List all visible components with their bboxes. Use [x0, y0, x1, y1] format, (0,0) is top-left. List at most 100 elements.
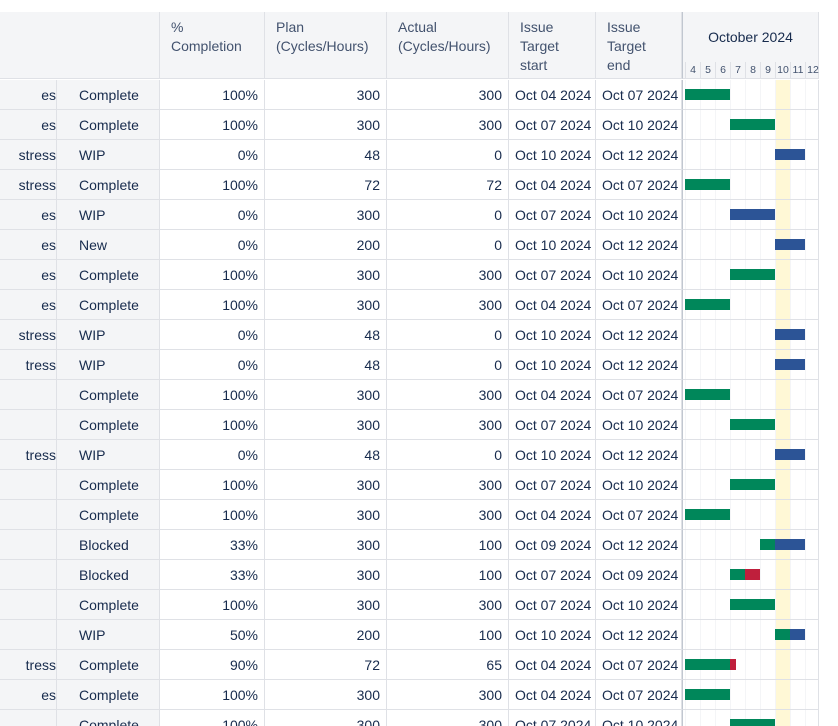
- table-row[interactable]: es Complete 100% 300 300 Oct 04 2024 Oct 07 20…: [0, 80, 819, 110]
- completion-cell: 33%: [160, 530, 265, 560]
- table-row[interactable]: WIP 50% 200 100 Oct 10 2024 Oct 12 2024: [0, 620, 819, 650]
- completion-cell: 0%: [160, 440, 265, 470]
- table-row[interactable]: Complete 100% 300 300 Oct 04 2024 Oct 07 2024: [0, 500, 819, 530]
- plan-cell: 300: [265, 200, 387, 230]
- target-end-cell: Oct 07 2024: [596, 500, 682, 530]
- table-row[interactable]: Complete 100% 300 300 Oct 07 2024 Oct 10 2024: [0, 710, 819, 726]
- table-row[interactable]: Blocked 33% 300 100 Oct 07 2024 Oct 09 2024: [0, 560, 819, 590]
- day-column: [715, 440, 730, 469]
- completion-cell: 100%: [160, 680, 265, 710]
- actual-cell: 65: [387, 650, 509, 680]
- table-row[interactable]: es WIP 0% 300 0 Oct 07 2024 Oct 10 2024: [0, 200, 819, 230]
- day-column: [685, 440, 700, 469]
- today-column: [775, 410, 790, 439]
- table-row[interactable]: stress WIP 0% 48 0 Oct 10 2024 Oct 12 2024: [0, 140, 819, 170]
- plan-cell: 300: [265, 110, 387, 140]
- day-column: [790, 80, 805, 109]
- header-plan[interactable]: Plan (Cycles/Hours): [265, 12, 387, 79]
- table-row[interactable]: stress WIP 0% 48 0 Oct 10 2024 Oct 12 2024: [0, 320, 819, 350]
- day-column: [715, 530, 730, 559]
- issue-name-cell: stress: [0, 320, 57, 350]
- day-column: [715, 230, 730, 259]
- table-row[interactable]: es Complete 100% 300 300 Oct 07 2024 Oct 10 20…: [0, 260, 819, 290]
- target-end-cell: Oct 07 2024: [596, 170, 682, 200]
- header-actual[interactable]: Actual (Cycles/Hours): [387, 12, 509, 79]
- day-column: [805, 80, 818, 109]
- gantt-cell: [682, 380, 819, 410]
- table-row[interactable]: Blocked 33% 300 100 Oct 09 2024 Oct 12 2024: [0, 530, 819, 560]
- day-column: [685, 140, 700, 169]
- status-cell: WIP: [57, 350, 160, 380]
- actual-cell: 300: [387, 80, 509, 110]
- day-column: [715, 620, 730, 649]
- status-cell: Complete: [57, 110, 160, 140]
- table-row[interactable]: tress Complete 90% 72 65 Oct 04 2024 Oct 07 20…: [0, 650, 819, 680]
- status-cell: WIP: [57, 440, 160, 470]
- day-column: [715, 200, 730, 229]
- table-row[interactable]: es Complete 100% 300 300 Oct 07 2024 Oct 10 20…: [0, 110, 819, 140]
- header-target-start-label: Issue Target start: [520, 19, 559, 73]
- plan-cell: 300: [265, 470, 387, 500]
- gantt-cell: [682, 320, 819, 350]
- issue-name-cell: es: [0, 680, 57, 710]
- target-start-cell: Oct 07 2024: [509, 560, 596, 590]
- day-column: [805, 560, 818, 589]
- day-column: [790, 410, 805, 439]
- day-column: [730, 380, 745, 409]
- table-row[interactable]: Complete 100% 300 300 Oct 07 2024 Oct 10 2024: [0, 410, 819, 440]
- target-end-cell: Oct 12 2024: [596, 230, 682, 260]
- gantt-bar-complete-segment: [685, 179, 730, 190]
- gantt-bar-blocked-segment: [730, 659, 736, 670]
- target-start-cell: Oct 07 2024: [509, 200, 596, 230]
- today-column: [775, 680, 790, 709]
- gantt-bar-remaining-segment: [775, 449, 805, 460]
- plan-cell: 300: [265, 380, 387, 410]
- today-column: [775, 590, 790, 619]
- target-start-cell: Oct 10 2024: [509, 440, 596, 470]
- target-end-cell: Oct 10 2024: [596, 200, 682, 230]
- day-column: [790, 290, 805, 319]
- today-column: [775, 200, 790, 229]
- day-column: [730, 290, 745, 319]
- issue-name-cell: [0, 380, 57, 410]
- table-row[interactable]: tress WIP 0% 48 0 Oct 10 2024 Oct 12 2024: [0, 350, 819, 380]
- day-column: [745, 530, 760, 559]
- gantt-cell: [682, 470, 819, 500]
- status-cell: WIP: [57, 140, 160, 170]
- day-column: [700, 200, 715, 229]
- actual-cell: 72: [387, 170, 509, 200]
- target-start-cell: Oct 04 2024: [509, 80, 596, 110]
- plan-cell: 72: [265, 650, 387, 680]
- target-start-cell: Oct 07 2024: [509, 710, 596, 726]
- day-column: [700, 560, 715, 589]
- gantt-bar-complete-segment: [775, 629, 790, 640]
- table-row[interactable]: es Complete 100% 300 300 Oct 04 2024 Oct 07 20…: [0, 290, 819, 320]
- table-row[interactable]: es Complete 100% 300 300 Oct 04 2024 Oct 07 20…: [0, 680, 819, 710]
- gantt-bar-remaining-segment: [790, 629, 805, 640]
- header-target-start[interactable]: Issue Target start: [509, 12, 596, 79]
- gantt-bar-complete-segment: [685, 509, 730, 520]
- target-start-cell: Oct 07 2024: [509, 410, 596, 440]
- header-completion[interactable]: % Completion: [160, 12, 265, 79]
- day-column: [805, 590, 818, 619]
- header-target-end[interactable]: Issue Target end: [596, 12, 682, 79]
- plan-cell: 48: [265, 140, 387, 170]
- day-column: [700, 710, 715, 726]
- table-row[interactable]: tress WIP 0% 48 0 Oct 10 2024 Oct 12 2024: [0, 440, 819, 470]
- table-row[interactable]: Complete 100% 300 300 Oct 07 2024 Oct 10 2024: [0, 470, 819, 500]
- header-completion-label: % Completion: [171, 19, 242, 54]
- day-column: [745, 620, 760, 649]
- day-column: [715, 260, 730, 289]
- table-row[interactable]: Complete 100% 300 300 Oct 04 2024 Oct 07 2024: [0, 380, 819, 410]
- table-row[interactable]: stress Complete 100% 72 72 Oct 04 2024 Oct 07 …: [0, 170, 819, 200]
- table-row[interactable]: es New 0% 200 0 Oct 10 2024 Oct 12 2024: [0, 230, 819, 260]
- plan-cell: 48: [265, 320, 387, 350]
- issue-name-cell: es: [0, 290, 57, 320]
- day-column: [685, 350, 700, 379]
- completion-cell: 100%: [160, 710, 265, 726]
- issue-name-cell: es: [0, 260, 57, 290]
- timeline-header: October 2024 4 5 6 7 8 9 10 11 12: [682, 12, 819, 79]
- table-row[interactable]: Complete 100% 300 300 Oct 07 2024 Oct 10 2024: [0, 590, 819, 620]
- target-end-cell: Oct 12 2024: [596, 320, 682, 350]
- target-end-cell: Oct 07 2024: [596, 290, 682, 320]
